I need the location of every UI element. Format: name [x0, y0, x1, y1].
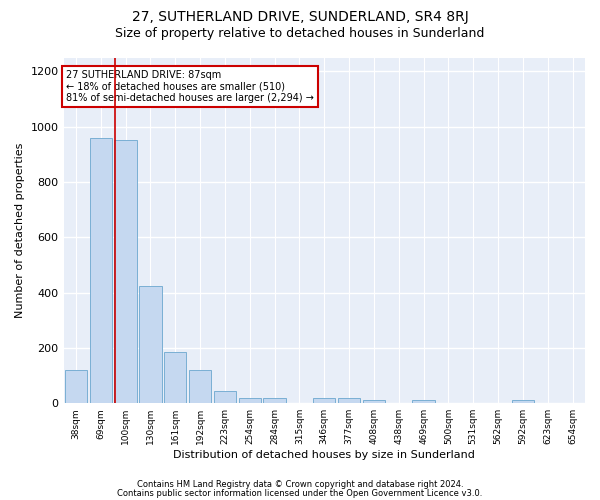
X-axis label: Distribution of detached houses by size in Sunderland: Distribution of detached houses by size …: [173, 450, 475, 460]
Bar: [214, 391, 236, 403]
Bar: [338, 398, 360, 403]
Text: Contains public sector information licensed under the Open Government Licence v3: Contains public sector information licen…: [118, 488, 482, 498]
Text: 27 SUTHERLAND DRIVE: 87sqm
← 18% of detached houses are smaller (510)
81% of sem: 27 SUTHERLAND DRIVE: 87sqm ← 18% of deta…: [66, 70, 314, 103]
Text: Size of property relative to detached houses in Sunderland: Size of property relative to detached ho…: [115, 28, 485, 40]
Bar: [139, 286, 161, 403]
Bar: [239, 398, 261, 403]
Bar: [313, 398, 335, 403]
Bar: [115, 140, 137, 403]
Text: 27, SUTHERLAND DRIVE, SUNDERLAND, SR4 8RJ: 27, SUTHERLAND DRIVE, SUNDERLAND, SR4 8R…: [131, 10, 469, 24]
Bar: [363, 400, 385, 403]
Y-axis label: Number of detached properties: Number of detached properties: [15, 142, 25, 318]
Bar: [65, 370, 87, 403]
Bar: [263, 398, 286, 403]
Bar: [512, 400, 534, 403]
Bar: [164, 352, 187, 403]
Bar: [89, 138, 112, 403]
Bar: [412, 400, 435, 403]
Bar: [189, 370, 211, 403]
Text: Contains HM Land Registry data © Crown copyright and database right 2024.: Contains HM Land Registry data © Crown c…: [137, 480, 463, 489]
